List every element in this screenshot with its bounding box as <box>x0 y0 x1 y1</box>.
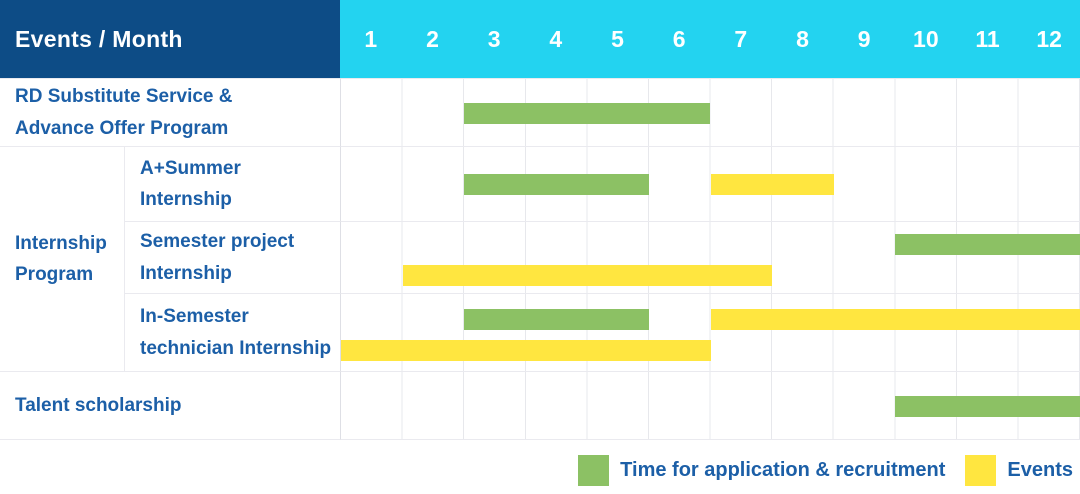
row-label-a-plus-summer-internship: A+Summer Internship <box>124 146 340 221</box>
legend-item-events: Events <box>965 454 1073 486</box>
table-title-cell: Events / Month <box>0 0 340 78</box>
month-header-11: 11 <box>956 0 1019 78</box>
gantt-bar-recruitment <box>464 308 649 330</box>
month-header-7: 7 <box>710 0 772 78</box>
row-chart-rd-substitute-service <box>340 78 1080 146</box>
events-color-swatch <box>965 454 997 486</box>
month-header-10: 10 <box>895 0 957 78</box>
month-header-8: 8 <box>771 0 834 78</box>
month-header-3: 3 <box>463 0 525 78</box>
legend-label-recruitment: Time for application & recruitment <box>620 458 946 481</box>
row-chart-a-plus-summer-internship <box>340 146 1080 221</box>
row-label-talent-scholarship: Talent scholarship <box>0 371 340 440</box>
gantt-bar-events <box>402 264 773 286</box>
schedule-table: Events / Month 1 2 3 4 5 6 7 8 9 10 11 1… <box>0 0 1080 440</box>
gantt-bar-events <box>341 339 711 361</box>
month-header-6: 6 <box>648 0 710 78</box>
legend: Time for application & recruitment Event… <box>0 440 1080 494</box>
gantt-bar-recruitment <box>464 102 711 124</box>
gantt-bar-events <box>710 174 834 195</box>
month-header-5: 5 <box>586 0 649 78</box>
month-header-4: 4 <box>525 0 587 78</box>
legend-label-events: Events <box>1007 458 1073 481</box>
gantt-bar-recruitment <box>464 174 649 195</box>
month-header-12: 12 <box>1018 0 1080 78</box>
gantt-bar-recruitment <box>895 233 1080 255</box>
gantt-bar-events <box>710 308 1080 330</box>
row-label-rd-substitute-service: RD Substitute Service & Advance Offer Pr… <box>0 78 340 146</box>
recruitment-color-swatch <box>578 454 610 486</box>
table-title: Events / Month <box>15 25 183 52</box>
group-label-internship-program: Internship Program <box>0 146 124 371</box>
row-chart-in-semester-technician-internship <box>340 293 1080 371</box>
month-header-1: 1 <box>340 0 402 78</box>
row-chart-talent-scholarship <box>340 371 1080 440</box>
month-header-9: 9 <box>833 0 895 78</box>
gantt-bar-recruitment <box>895 395 1080 417</box>
month-header-2: 2 <box>401 0 464 78</box>
row-label-semester-project-internship: Semester project Internship <box>124 221 340 293</box>
row-chart-semester-project-internship <box>340 221 1080 293</box>
legend-item-recruitment: Time for application & recruitment <box>578 454 946 486</box>
row-label-in-semester-technician-internship: In-Semester technician Internship <box>124 293 340 371</box>
